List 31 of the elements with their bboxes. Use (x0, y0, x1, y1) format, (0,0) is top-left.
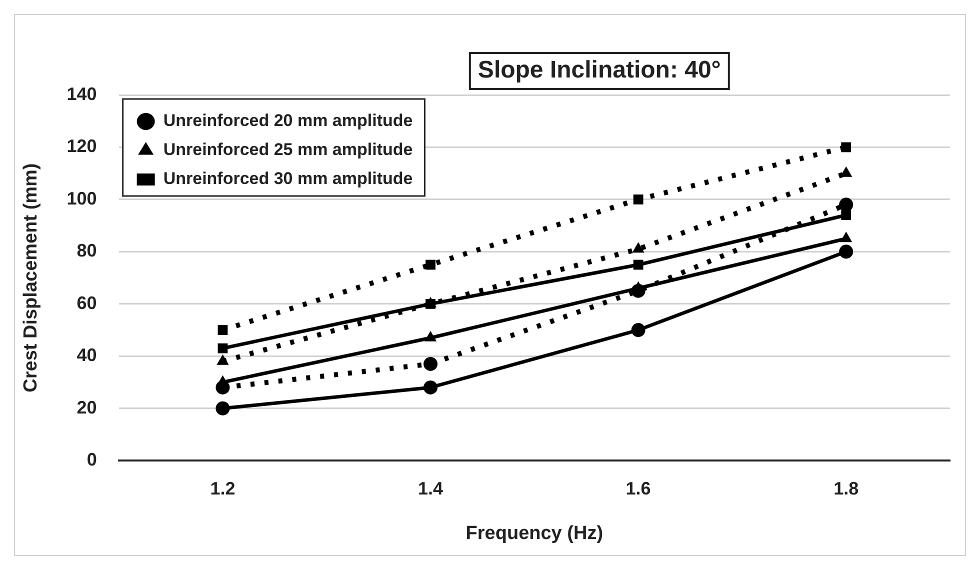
point (841, 142, 852, 152)
x-axis-title: Frequency (Hz) (466, 522, 604, 544)
point (839, 244, 854, 259)
y-tick-label: 140 (66, 84, 97, 104)
point (426, 260, 436, 270)
point (424, 380, 438, 394)
y-tick-label: 120 (66, 136, 97, 156)
y-axis-title: Crest Displacement (mm) (20, 163, 42, 392)
y-tick-label: 80 (76, 240, 97, 261)
point (633, 194, 644, 204)
x-tick-label: 1.6 (626, 478, 651, 498)
x-tick-label: 1.4 (418, 478, 444, 498)
point (839, 198, 854, 212)
point (218, 325, 228, 335)
y-tick-label: 0 (86, 450, 97, 470)
point (216, 401, 230, 416)
point (631, 323, 646, 338)
legend-label: Unreinforced 20 mm amplitude (163, 111, 413, 130)
x-tick-label: 1.8 (834, 478, 859, 498)
chart-title: Slope Inclination: 40° (478, 56, 721, 84)
legend-label: Unreinforced 25 mm amplitude (163, 140, 413, 160)
point (632, 242, 644, 253)
y-tick-label: 100 (66, 188, 97, 208)
y-tick-label: 20 (76, 397, 97, 418)
point (218, 343, 228, 354)
point (633, 260, 644, 270)
y-tick-label: 60 (76, 292, 97, 313)
y-tick-label: 40 (76, 345, 97, 366)
legend-label: Unreinforced 30 mm amplitude (163, 169, 413, 188)
point (424, 356, 438, 371)
x-tick-label: 1.2 (210, 478, 236, 498)
